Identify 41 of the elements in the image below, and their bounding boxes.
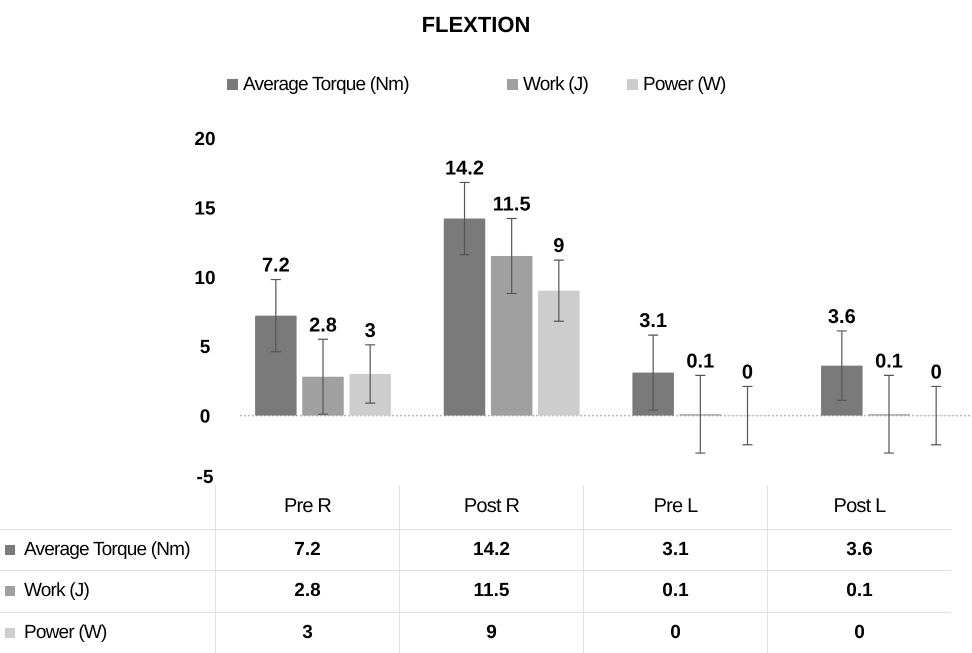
x-tick-label: Post L xyxy=(768,485,951,529)
data-label: 3 xyxy=(216,612,400,653)
data-label: 9 xyxy=(400,612,584,653)
annotation: 14.2 xyxy=(445,157,484,180)
legend-label: Power (W) xyxy=(643,74,726,95)
data-label: 0.1 xyxy=(768,570,951,612)
x-tick-label: Post R xyxy=(400,485,584,529)
annotation: 9 xyxy=(553,235,564,258)
annotation: 0 xyxy=(742,361,754,384)
y-tick-label: 0 xyxy=(200,406,210,428)
text: Work (J) xyxy=(24,580,90,602)
chart-title: FLEXTION xyxy=(422,12,530,37)
y-tick-label: -5 xyxy=(196,467,214,488)
data-label: 3.6 xyxy=(768,529,951,571)
annotation: 0.1 xyxy=(875,350,903,372)
x-tick-label: Pre R xyxy=(216,485,400,529)
legend-label: Work (J) xyxy=(523,74,588,95)
text: Power (W) xyxy=(24,622,107,643)
annotation: 11.5 xyxy=(492,194,531,216)
y-tick-label: 5 xyxy=(200,337,211,358)
data-label: 0.1 xyxy=(584,570,768,612)
x-tick-label: Pre L xyxy=(584,485,768,529)
data-label: 7.2 xyxy=(216,529,400,571)
annotation: 0 xyxy=(930,361,942,384)
annotation: 0.1 xyxy=(686,350,714,372)
data-label: 14.2 xyxy=(400,529,584,571)
y-tick-label: 20 xyxy=(194,129,216,150)
annotation: 7.2 xyxy=(262,254,290,277)
legend-label: Average Torque (Nm) xyxy=(243,74,410,95)
annotation: 2.8 xyxy=(309,314,337,336)
annotation: 3.6 xyxy=(828,306,856,328)
y-tick-label: 15 xyxy=(194,198,216,220)
annotation: 3.1 xyxy=(639,310,668,332)
annotation: 3 xyxy=(364,320,376,342)
text: Average Torque (Nm) xyxy=(24,538,190,560)
data-label: 3.1 xyxy=(584,529,768,571)
data-label: 0 xyxy=(584,612,768,653)
data-label: 11.5 xyxy=(400,570,584,612)
data-label: 0 xyxy=(768,612,951,653)
data-label: 2.8 xyxy=(216,570,400,612)
y-tick-label: 10 xyxy=(194,268,216,289)
